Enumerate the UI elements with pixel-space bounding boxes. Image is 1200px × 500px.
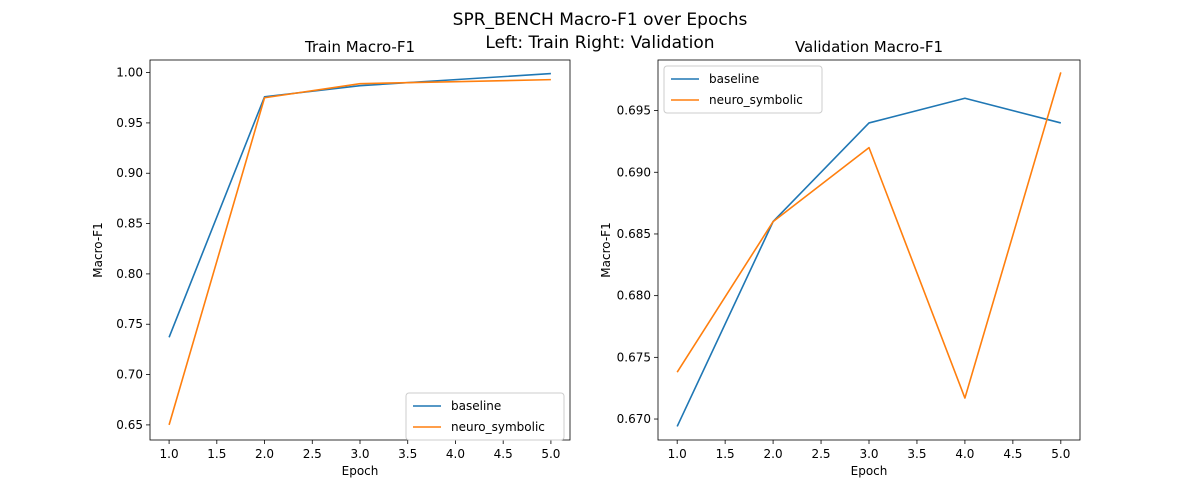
series-line-baseline	[676, 97, 1062, 427]
y-tick-label: 0.75	[116, 317, 143, 331]
x-axis-label: Epoch	[851, 464, 888, 478]
legend-label-baseline: baseline	[451, 399, 501, 413]
axes-frame	[657, 59, 1081, 441]
x-tick-label: 1.5	[207, 447, 226, 461]
y-axis-label: Macro-F1	[91, 222, 105, 277]
validation-macro-f1-chart: Validation Macro-F1 1.0 1.5 2.0 2.5 3.0 3.5 4.0…	[599, 38, 1081, 478]
y-tick-label: 0.85	[116, 217, 143, 231]
chart-title: Validation Macro-F1	[795, 38, 943, 56]
figure-suptitle-line2: Left: Train Right: Validation	[485, 33, 714, 53]
x-tick-label: 4.0	[446, 447, 465, 461]
series-line-baseline	[168, 72, 551, 338]
y-tick-label: 0.70	[116, 368, 143, 382]
x-tick-label: 5.0	[541, 447, 560, 461]
legend-label-baseline: baseline	[709, 72, 759, 86]
y-tick-label: 0.90	[116, 166, 143, 180]
legend-label-neuro-symbolic: neuro_symbolic	[709, 93, 803, 107]
legend-box	[663, 65, 823, 114]
series-line-neuro-symbolic	[168, 78, 551, 426]
y-tick-label: 0.690	[617, 165, 651, 179]
x-tick-label: 3.0	[859, 447, 878, 461]
y-tick-label: 0.80	[116, 267, 143, 281]
x-tick-label: 5.0	[1051, 447, 1070, 461]
x-tick-label: 3.5	[907, 447, 926, 461]
x-tick-label: 4.5	[1003, 447, 1022, 461]
x-tick-label: 3.5	[398, 447, 417, 461]
figure-suptitle-line1: SPR_BENCH Macro-F1 over Epochs	[453, 10, 748, 30]
x-tick-label: 2.0	[255, 447, 274, 461]
chart-title: Train Macro-F1	[304, 38, 415, 56]
x-axis-label: Epoch	[342, 464, 379, 478]
x-tick-label: 2.5	[811, 447, 830, 461]
series-line-neuro-symbolic	[676, 72, 1062, 399]
y-tick-label: 0.95	[116, 116, 143, 130]
y-tick-label: 0.65	[116, 418, 143, 432]
x-tick-label: 1.0	[160, 447, 179, 461]
legend: baseline neuro_symbolic	[405, 392, 565, 441]
axes-frame	[149, 59, 571, 441]
x-tick-label: 2.0	[764, 447, 783, 461]
legend: baseline neuro_symbolic	[663, 65, 823, 114]
x-tick-label: 4.0	[955, 447, 974, 461]
x-tick-label: 4.5	[494, 447, 513, 461]
y-tick-label: 0.675	[617, 350, 651, 364]
legend-label-neuro-symbolic: neuro_symbolic	[451, 420, 545, 434]
y-tick-label: 0.695	[617, 104, 651, 118]
y-tick-label: 0.680	[617, 289, 651, 303]
y-tick-label: 0.685	[617, 227, 651, 241]
x-tick-label: 1.0	[668, 447, 687, 461]
y-tick-label: 0.670	[617, 412, 651, 426]
y-axis-label: Macro-F1	[599, 222, 613, 277]
x-tick-label: 1.5	[716, 447, 735, 461]
x-tick-label: 3.0	[350, 447, 369, 461]
x-tick-label: 2.5	[303, 447, 322, 461]
y-tick-label: 1.00	[116, 66, 143, 80]
legend-box	[405, 392, 565, 441]
train-macro-f1-chart: Train Macro-F1 1.0 1.5 2.0 2.5 3.0 3.5 4.0 4.5 5.…	[91, 38, 571, 478]
